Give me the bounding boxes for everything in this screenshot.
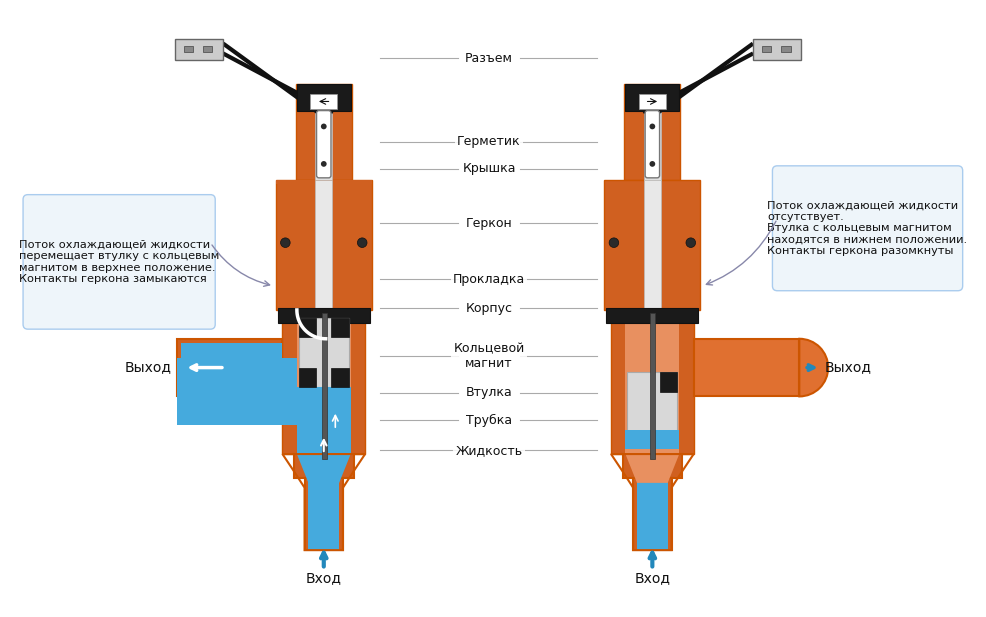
- Bar: [625, 430, 679, 449]
- Bar: [183, 46, 193, 52]
- Bar: [639, 94, 666, 109]
- Circle shape: [609, 238, 619, 247]
- Bar: [627, 373, 677, 440]
- Text: Геркон: Геркон: [465, 217, 513, 230]
- Text: Кольцевой
магнит: Кольцевой магнит: [454, 342, 525, 370]
- Bar: [305, 478, 343, 550]
- Bar: [278, 308, 370, 323]
- Text: Втулка: Втулка: [465, 386, 513, 399]
- Bar: [604, 180, 700, 310]
- Bar: [297, 392, 351, 449]
- Bar: [311, 94, 337, 109]
- Bar: [297, 310, 351, 454]
- Text: Трубка: Трубка: [466, 414, 512, 427]
- Wedge shape: [800, 339, 828, 396]
- Bar: [606, 308, 698, 323]
- Bar: [282, 310, 365, 454]
- Bar: [276, 180, 372, 184]
- Bar: [176, 339, 282, 396]
- FancyBboxPatch shape: [23, 194, 215, 329]
- Bar: [622, 454, 682, 478]
- Text: Корпус: Корпус: [465, 302, 513, 315]
- Circle shape: [320, 161, 326, 167]
- Circle shape: [650, 161, 656, 167]
- Bar: [297, 387, 351, 449]
- Bar: [294, 454, 354, 478]
- Bar: [316, 180, 332, 310]
- Text: Поток охлаждающей жидкости
отсутствует.
Втулка с кольцевым магнитом
находятся в : Поток охлаждающей жидкости отсутствует. …: [767, 200, 967, 257]
- Bar: [296, 84, 352, 180]
- Polygon shape: [625, 454, 679, 483]
- FancyBboxPatch shape: [645, 110, 660, 178]
- Circle shape: [281, 238, 290, 247]
- Bar: [644, 180, 661, 310]
- Bar: [625, 310, 679, 454]
- Text: Вход: Вход: [306, 571, 342, 586]
- Text: Выход: Выход: [125, 360, 172, 375]
- Text: Разъем: Разъем: [465, 52, 513, 65]
- Text: Жидкость: Жидкость: [456, 444, 523, 457]
- Text: Выход: Выход: [824, 360, 872, 375]
- Bar: [633, 478, 671, 550]
- Circle shape: [320, 123, 326, 130]
- Circle shape: [357, 238, 367, 247]
- Bar: [644, 111, 661, 180]
- Bar: [176, 358, 297, 425]
- Circle shape: [650, 123, 656, 130]
- Bar: [611, 310, 694, 454]
- Bar: [180, 342, 282, 392]
- Bar: [331, 318, 349, 337]
- Bar: [276, 180, 372, 310]
- Polygon shape: [297, 454, 351, 483]
- Bar: [299, 368, 317, 387]
- Bar: [637, 478, 668, 550]
- Text: Крышка: Крышка: [462, 162, 516, 175]
- Bar: [175, 39, 223, 60]
- Bar: [625, 84, 679, 111]
- Bar: [297, 435, 351, 454]
- Bar: [624, 84, 680, 180]
- Bar: [694, 339, 800, 396]
- Bar: [316, 111, 332, 180]
- Text: Герметик: Герметик: [458, 135, 521, 148]
- Bar: [762, 46, 771, 52]
- Bar: [321, 313, 326, 459]
- FancyBboxPatch shape: [772, 166, 962, 291]
- Bar: [331, 368, 349, 387]
- Text: Прокладка: Прокладка: [453, 273, 526, 286]
- Bar: [781, 46, 791, 52]
- Bar: [660, 373, 677, 392]
- FancyBboxPatch shape: [317, 110, 331, 178]
- Text: Вход: Вход: [634, 571, 670, 586]
- Circle shape: [686, 238, 695, 247]
- Bar: [203, 46, 212, 52]
- Bar: [299, 318, 317, 337]
- Bar: [309, 478, 339, 550]
- Bar: [651, 313, 656, 459]
- Text: Поток охлаждающей жидкости
перемещает втулку с кольцевым
магнитом в верхнее поло: Поток охлаждающей жидкости перемещает вт…: [19, 239, 219, 284]
- Bar: [297, 84, 351, 111]
- Bar: [753, 39, 802, 60]
- Bar: [299, 318, 349, 387]
